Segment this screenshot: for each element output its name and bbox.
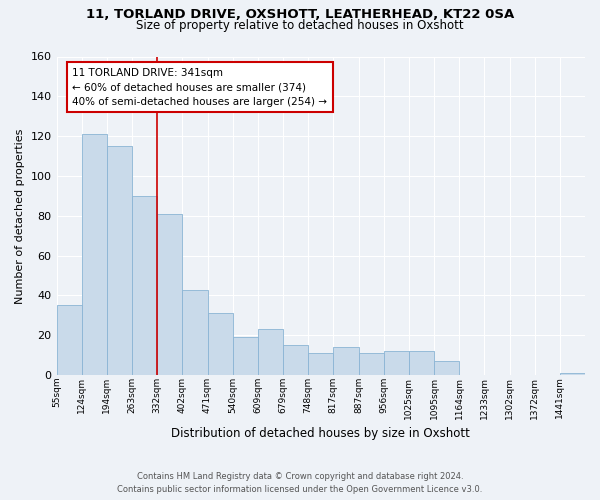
Bar [308,353,334,375]
Text: Contains HM Land Registry data © Crown copyright and database right 2024.
Contai: Contains HM Land Registry data © Crown c… [118,472,482,494]
Bar [258,330,283,375]
Bar [157,214,182,375]
Bar [208,314,233,375]
Bar [132,196,157,375]
Text: 11, TORLAND DRIVE, OXSHOTT, LEATHERHEAD, KT22 0SA: 11, TORLAND DRIVE, OXSHOTT, LEATHERHEAD,… [86,8,514,20]
Bar [560,373,585,375]
Bar [409,352,434,375]
Bar [283,346,308,375]
Text: 11 TORLAND DRIVE: 341sqm
← 60% of detached houses are smaller (374)
40% of semi-: 11 TORLAND DRIVE: 341sqm ← 60% of detach… [73,68,328,108]
Bar [334,348,359,375]
Bar [434,361,459,375]
Bar [182,290,208,375]
Text: Size of property relative to detached houses in Oxshott: Size of property relative to detached ho… [136,18,464,32]
Bar [56,306,82,375]
X-axis label: Distribution of detached houses by size in Oxshott: Distribution of detached houses by size … [172,427,470,440]
Bar [107,146,132,375]
Bar [233,338,258,375]
Y-axis label: Number of detached properties: Number of detached properties [15,128,25,304]
Bar [383,352,409,375]
Bar [82,134,107,375]
Bar [359,353,383,375]
